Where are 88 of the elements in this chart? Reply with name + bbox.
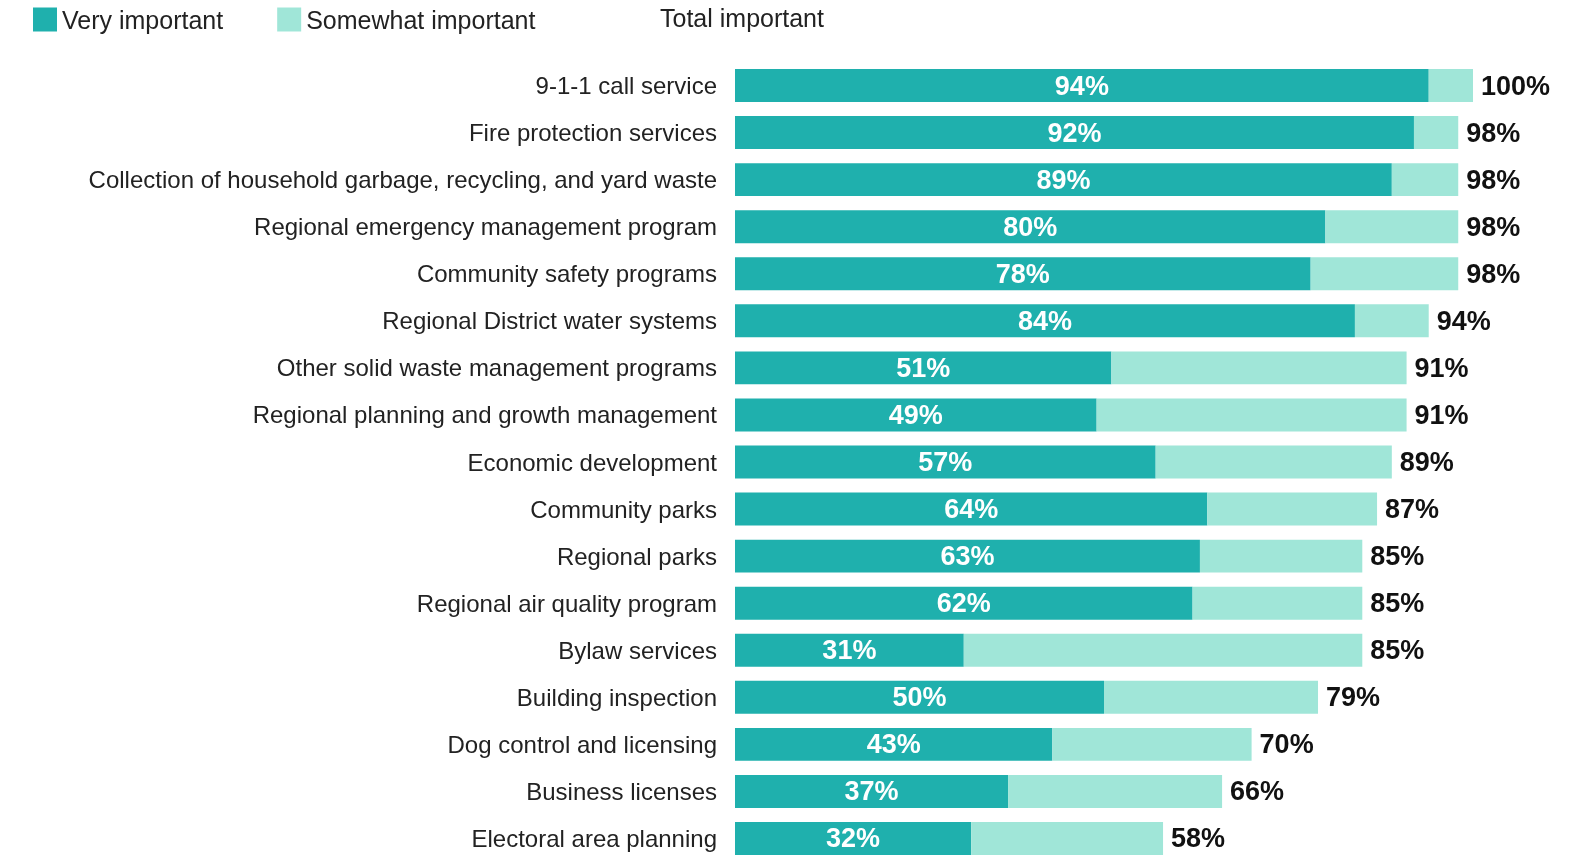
y-tick-label: Community parks bbox=[530, 495, 717, 523]
bar bbox=[1207, 492, 1378, 526]
y-tick-label: Electoral area planning bbox=[471, 824, 717, 852]
y-tick-label: Bylaw services bbox=[558, 636, 717, 664]
data-label: 50% bbox=[892, 682, 947, 713]
bar bbox=[735, 539, 1200, 573]
y-tick-label: Collection of household garbage, recycling, and yard waste bbox=[88, 166, 717, 194]
data-label: 57% bbox=[918, 447, 973, 477]
total-label: 89% bbox=[1399, 447, 1454, 477]
y-tick-label: Building inspection bbox=[516, 683, 717, 711]
data-label: 32% bbox=[826, 823, 881, 854]
total-label: 58% bbox=[1171, 823, 1226, 854]
bar bbox=[1052, 727, 1252, 761]
bar bbox=[1155, 445, 1392, 479]
total-label: 91% bbox=[1414, 352, 1469, 383]
data-label: 84% bbox=[1017, 305, 1072, 336]
data-label: 37% bbox=[844, 776, 899, 807]
total-label: 87% bbox=[1385, 494, 1440, 525]
bar bbox=[1325, 210, 1459, 244]
total-label: 85% bbox=[1370, 541, 1425, 572]
total-label: 66% bbox=[1230, 776, 1285, 807]
data-label: 62% bbox=[936, 588, 991, 619]
bar bbox=[735, 257, 1311, 291]
y-tick-label: Community safety programs bbox=[416, 260, 717, 288]
bar bbox=[735, 727, 1053, 761]
bar bbox=[1192, 586, 1363, 620]
total-label: 98% bbox=[1466, 258, 1521, 289]
y-tick-label: Regional District water systems bbox=[382, 307, 717, 335]
bar bbox=[735, 492, 1208, 526]
bar bbox=[971, 822, 1164, 855]
bar bbox=[735, 351, 1112, 385]
legend-label: Somewhat important bbox=[306, 5, 536, 34]
total-label: 85% bbox=[1370, 635, 1425, 666]
bar bbox=[735, 822, 972, 855]
data-label: 49% bbox=[888, 399, 943, 430]
bar bbox=[1104, 680, 1319, 714]
legend-label: Very important bbox=[62, 5, 224, 34]
y-tick-label: Fire protection services bbox=[468, 119, 717, 147]
data-label: 94% bbox=[1054, 70, 1109, 101]
bar bbox=[1008, 774, 1223, 808]
data-label: 80% bbox=[1003, 211, 1058, 242]
bar bbox=[1354, 304, 1429, 338]
data-label: 31% bbox=[822, 635, 877, 666]
total-label: 98% bbox=[1466, 117, 1521, 148]
text: Total important bbox=[660, 3, 825, 32]
bar bbox=[1111, 351, 1407, 385]
y-tick-label: Business licenses bbox=[526, 777, 717, 805]
y-tick-label: 9-1-1 call service bbox=[535, 72, 717, 100]
y-tick-label: Regional emergency management program bbox=[254, 213, 717, 241]
bar bbox=[1391, 163, 1459, 197]
data-label: 43% bbox=[866, 729, 921, 760]
bar bbox=[1310, 257, 1459, 291]
total-label: 98% bbox=[1466, 211, 1521, 242]
y-tick-label: Regional parks bbox=[556, 542, 717, 570]
bar bbox=[735, 680, 1104, 714]
total-label: 79% bbox=[1326, 682, 1381, 713]
bar bbox=[735, 163, 1392, 197]
data-label: 89% bbox=[1036, 164, 1091, 195]
bar bbox=[735, 633, 964, 667]
total-label: 70% bbox=[1259, 729, 1314, 760]
bar bbox=[735, 116, 1414, 150]
bar bbox=[1096, 398, 1407, 432]
data-label: 63% bbox=[940, 541, 995, 572]
total-label: 94% bbox=[1436, 305, 1491, 336]
bar bbox=[1199, 539, 1363, 573]
bar bbox=[735, 445, 1156, 479]
total-label: 91% bbox=[1414, 399, 1469, 430]
y-tick-label: Regional air quality program bbox=[416, 589, 717, 617]
bar bbox=[1413, 116, 1459, 150]
data-label: 64% bbox=[944, 494, 999, 525]
total-label: 98% bbox=[1466, 164, 1521, 195]
bar bbox=[735, 69, 1429, 102]
y-tick-label: Other solid waste management programs bbox=[276, 354, 717, 382]
bar bbox=[963, 633, 1363, 667]
bar bbox=[735, 304, 1355, 338]
data-label: 51% bbox=[896, 352, 951, 383]
bar bbox=[735, 774, 1009, 808]
y-tick-label: Regional planning and growth management bbox=[252, 401, 718, 429]
y-tick-label: Dog control and licensing bbox=[447, 730, 717, 758]
bar bbox=[735, 210, 1326, 244]
total-label: 100% bbox=[1481, 70, 1551, 101]
total-label: 85% bbox=[1370, 588, 1425, 619]
data-label: 92% bbox=[1047, 117, 1102, 148]
bar bbox=[735, 398, 1097, 432]
bar bbox=[1428, 69, 1473, 102]
y-tick-label: Economic development bbox=[467, 448, 718, 476]
data-label: 78% bbox=[995, 258, 1050, 289]
bar bbox=[735, 586, 1193, 620]
